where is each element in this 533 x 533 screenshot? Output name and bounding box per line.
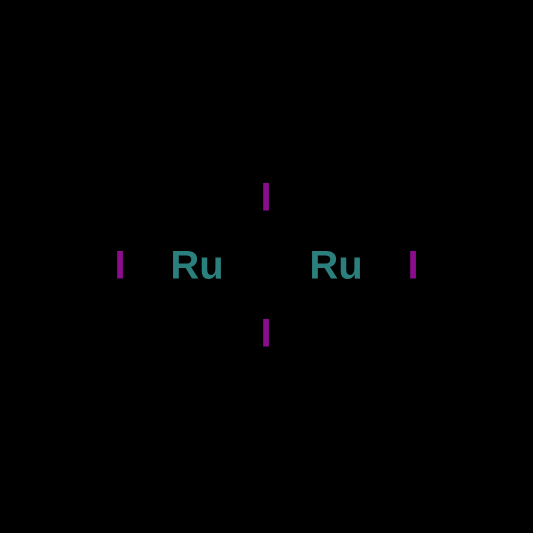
atom-iodine-right: I [407,244,418,289]
atom-iodine-left: I [114,244,125,289]
atom-ruthenium-right: Ru [309,244,362,289]
molecule-canvas: I Ru I I Ru I [0,0,533,533]
atom-ruthenium-left: Ru [170,244,223,289]
atom-iodine-top: I [260,176,271,221]
atom-iodine-bottom: I [260,312,271,357]
